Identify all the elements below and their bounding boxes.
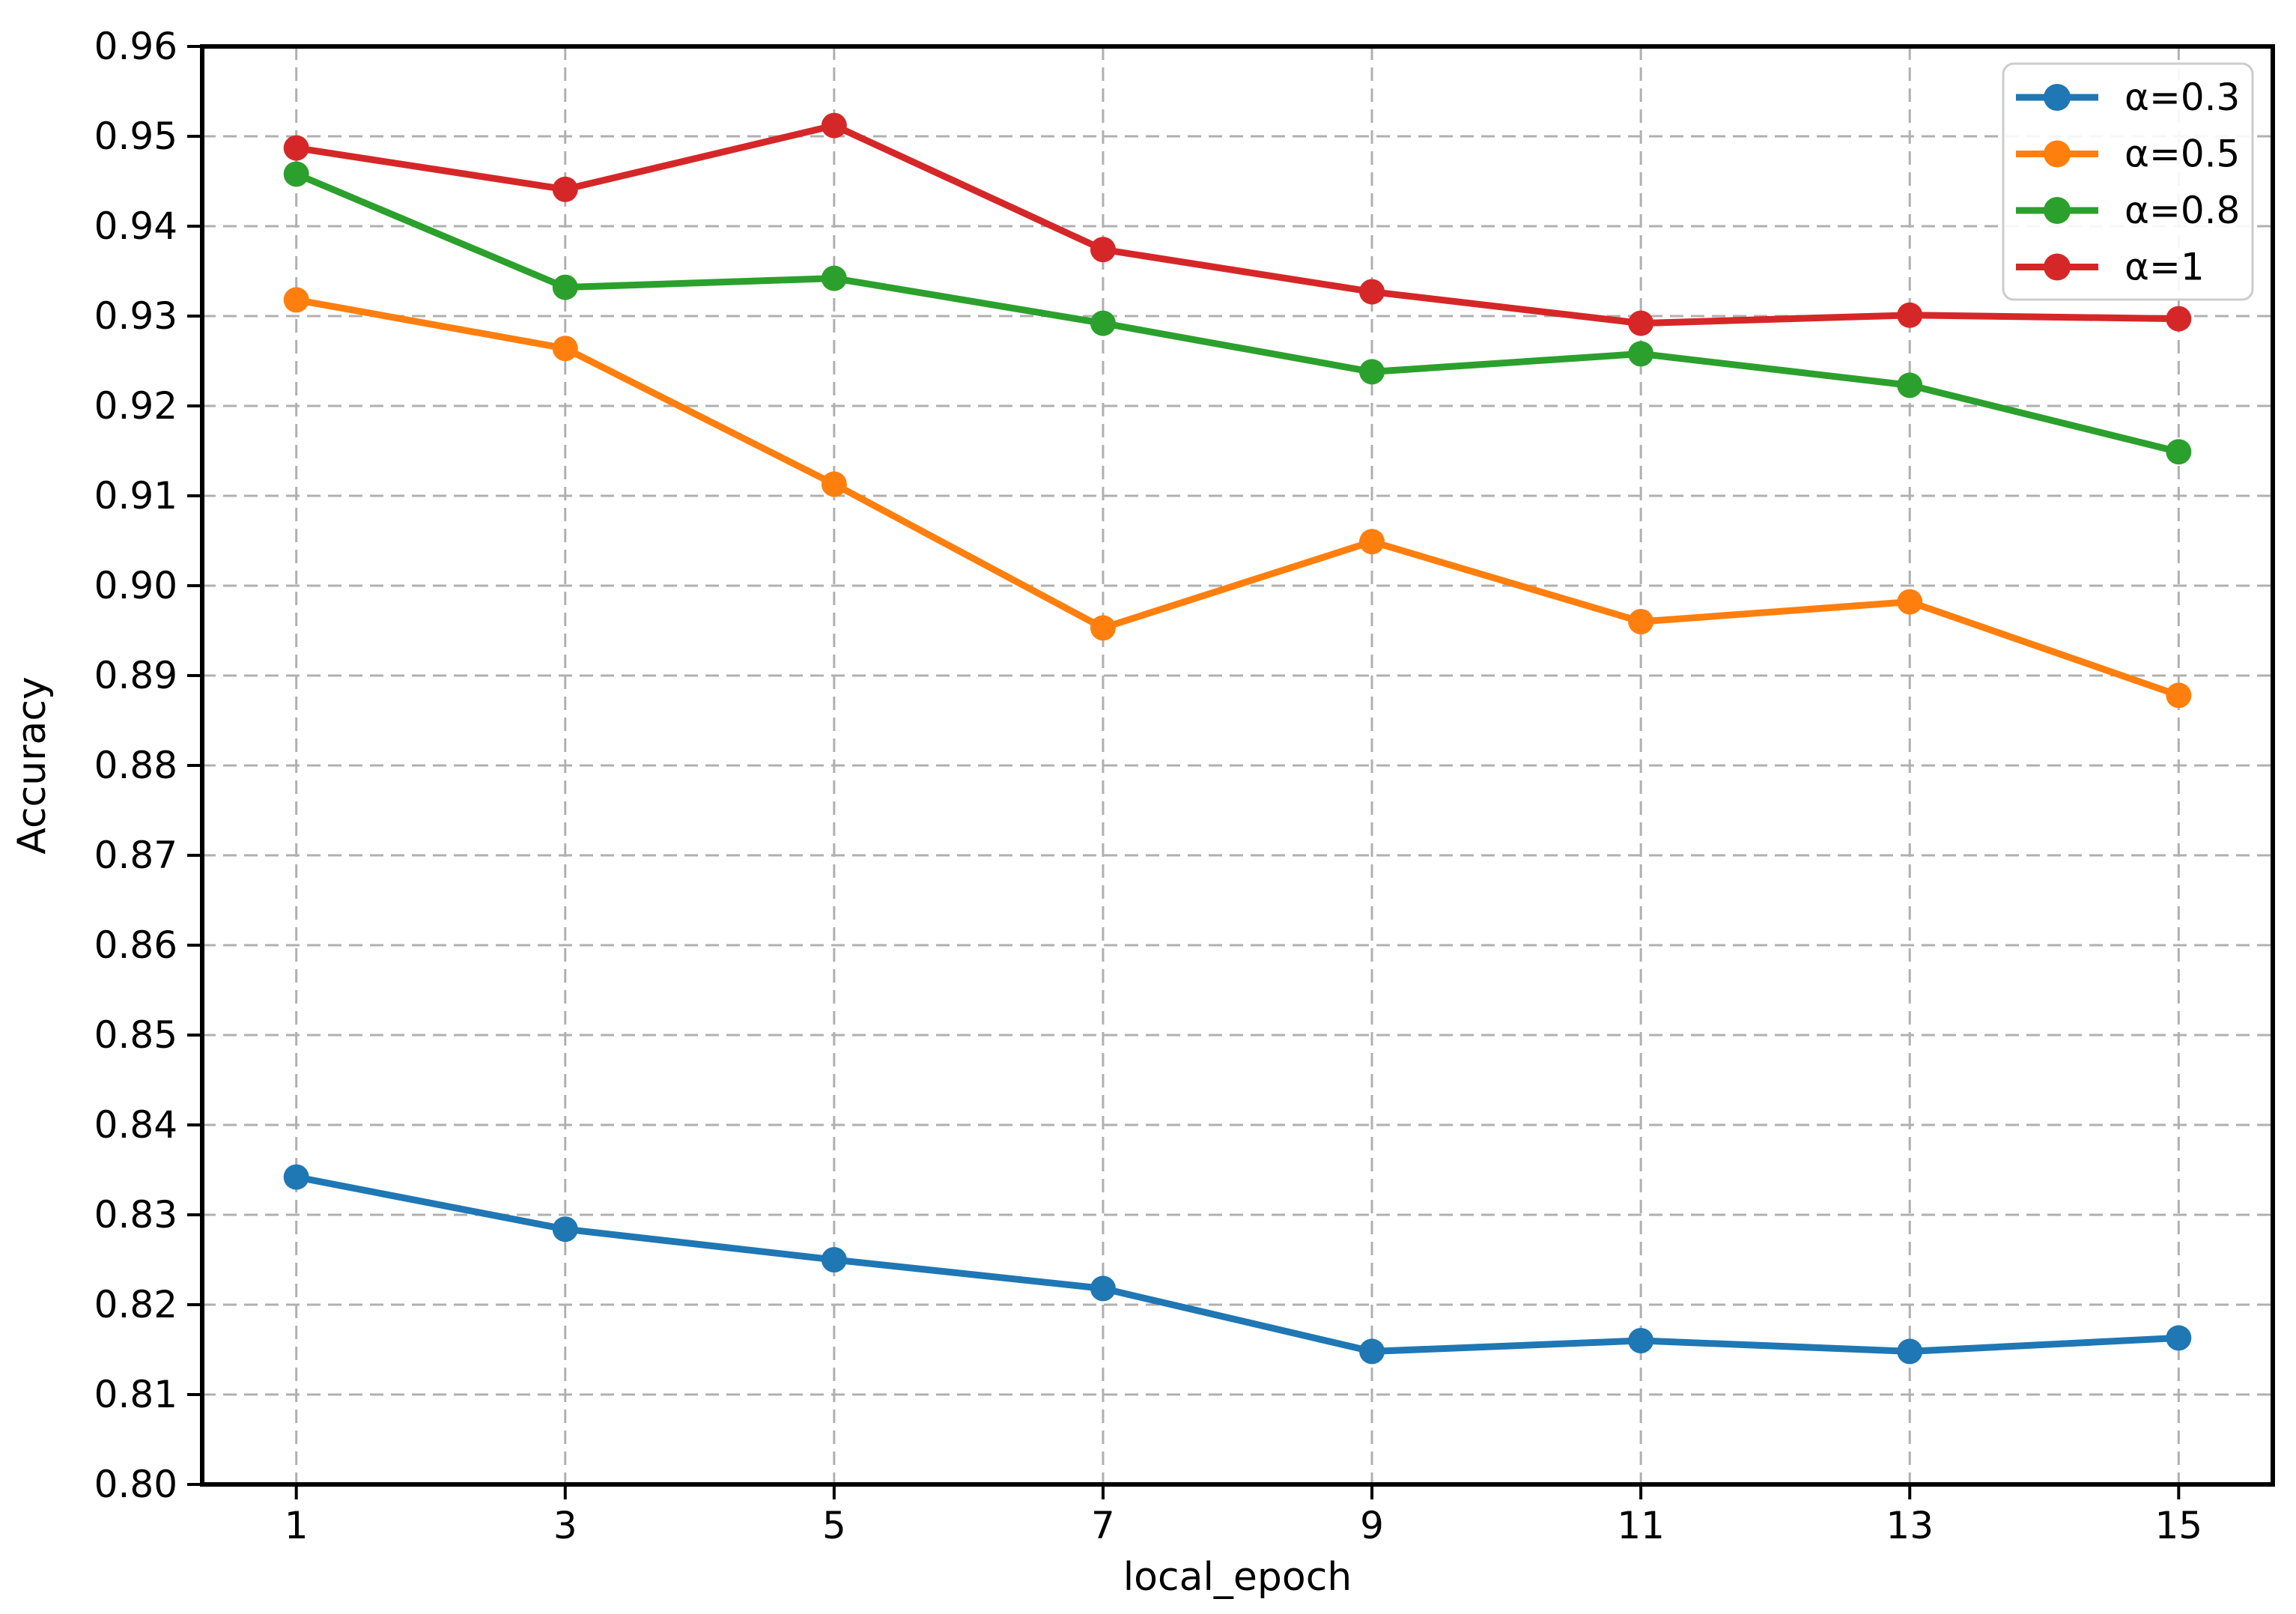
x-tick-label: 13: [1886, 1504, 1934, 1547]
series-line: [293, 170, 2182, 455]
series-line: [293, 122, 2182, 327]
data-point-marker: [283, 287, 309, 313]
data-point-marker: [2166, 439, 2192, 465]
y-tick-label: 0.86: [94, 923, 177, 967]
data-point-marker: [552, 176, 578, 202]
data-point-marker: [283, 1164, 309, 1190]
data-point-marker: [1359, 1338, 1385, 1365]
legend-box: [2002, 62, 2254, 301]
series-line: [293, 296, 2182, 699]
y-tick-label: 0.96: [94, 25, 177, 68]
legend-item: α=0.5: [2016, 133, 2240, 176]
x-axis-label: local_epoch: [1123, 1555, 1352, 1600]
legend-item: α=1: [2016, 246, 2205, 289]
y-tick-label: 0.90: [94, 564, 177, 607]
data-point-marker: [821, 1247, 847, 1272]
data-point-marker: [1090, 237, 1116, 263]
data-point-marker: [1897, 1338, 1923, 1365]
data-point-marker: [2166, 306, 2192, 332]
y-tick-label: 0.82: [94, 1283, 177, 1326]
legend-marker: [2044, 140, 2071, 168]
y-tick-label: 0.80: [94, 1463, 177, 1506]
y-tick-label: 0.88: [94, 744, 177, 787]
series-line: [293, 1174, 2182, 1355]
legend-label: α=0.8: [2125, 189, 2240, 232]
y-tick-label: 0.89: [94, 654, 177, 697]
series-alpha-1: [283, 112, 2192, 336]
data-point-marker: [1359, 529, 1385, 555]
data-point-marker: [1359, 279, 1385, 305]
data-point-marker: [821, 112, 847, 139]
data-point-marker: [1897, 589, 1923, 615]
data-point-marker: [1359, 359, 1385, 385]
data-point-marker: [1090, 615, 1116, 641]
data-point-marker: [1628, 1328, 1654, 1353]
data-point-marker: [552, 274, 578, 300]
legend-label: α=0.5: [2125, 133, 2240, 176]
series-alpha-0.8: [283, 161, 2192, 465]
y-tick-label: 0.94: [94, 204, 177, 248]
x-tick-label: 11: [1617, 1504, 1665, 1547]
data-point-marker: [1897, 372, 1923, 398]
data-point-marker: [283, 135, 309, 161]
y-tick-label: 0.85: [94, 1013, 177, 1057]
y-tick-label: 0.91: [94, 474, 177, 518]
data-point-marker: [1090, 1275, 1116, 1302]
data-point-marker: [821, 265, 847, 291]
data-point-marker: [1090, 310, 1116, 336]
series-alpha-0.5: [283, 287, 2192, 709]
y-axis-label: Accuracy: [10, 676, 55, 854]
y-tick-label: 0.93: [94, 294, 177, 338]
data-point-marker: [1897, 302, 1923, 328]
x-tick-label: 9: [1360, 1504, 1384, 1547]
x-tick-label: 1: [285, 1504, 309, 1547]
y-tick-label: 0.87: [94, 834, 177, 877]
legend-item: α=0.8: [2016, 189, 2240, 232]
x-tick-label: 15: [2155, 1504, 2203, 1547]
data-point-marker: [552, 1216, 578, 1243]
legend-label: α=1: [2125, 246, 2205, 289]
data-point-marker: [1628, 310, 1654, 336]
data-point-marker: [1628, 341, 1654, 367]
legend-item: α=0.3: [2016, 76, 2240, 119]
series-alpha-0.3: [283, 1164, 2192, 1365]
data-point-marker: [821, 471, 847, 497]
y-tick-label: 0.95: [94, 115, 177, 158]
data-point-marker: [283, 161, 309, 187]
legend-marker: [2044, 253, 2071, 281]
legend: α=0.3 α=0.5 α=0.8 α=1: [2002, 62, 2254, 301]
data-point-marker: [1628, 609, 1654, 634]
axis-ticks: [187, 45, 2181, 1499]
tick-labels: 0.80 0.81 0.82 0.83 0.84 0.85 0.86 0.87 0.88 0.89…: [94, 25, 2202, 1547]
data-point-marker: [2166, 682, 2192, 709]
x-tick-label: 3: [553, 1504, 577, 1547]
legend-marker: [2044, 84, 2071, 111]
x-tick-label: 5: [822, 1504, 846, 1547]
data-point-marker: [2166, 1325, 2192, 1351]
legend-marker: [2044, 197, 2071, 224]
x-tick-label: 7: [1091, 1504, 1115, 1547]
y-tick-label: 0.84: [94, 1103, 177, 1147]
plot-border: [200, 44, 2275, 1487]
y-tick-label: 0.81: [94, 1373, 177, 1416]
y-tick-label: 0.83: [94, 1193, 177, 1237]
y-tick-label: 0.92: [94, 384, 177, 428]
data-point-marker: [552, 336, 578, 362]
legend-label: α=0.3: [2125, 76, 2240, 119]
